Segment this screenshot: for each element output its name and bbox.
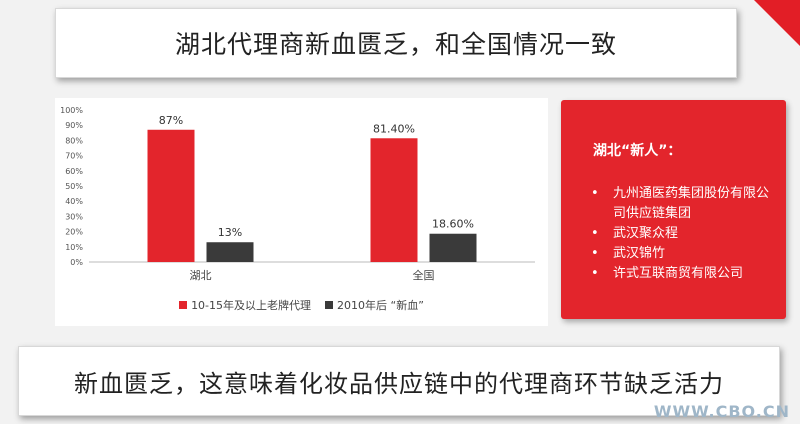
list-item: • 武汉锦竹 — [591, 244, 781, 264]
bullet-icon: • — [591, 226, 599, 241]
title-box: 湖北代理商新血匮乏，和全国情况一致 — [55, 8, 737, 78]
bar-chart: 0% 10% 20% 30% 40% 50% 60% 70% 80% 90% 100% 87% 13% 湖… — [55, 98, 548, 326]
y-tick-label: 90% — [65, 121, 83, 130]
list-item-text: 九州通医药集团股份有限公司供应链集团 — [613, 186, 770, 221]
y-tick-label: 20% — [65, 228, 83, 237]
y-tick-label: 0% — [70, 258, 83, 267]
bar-old-agents — [370, 138, 418, 262]
legend-label-old-agents: 10-15年及以上老牌代理 — [191, 299, 312, 312]
chart-svg: 0% 10% 20% 30% 40% 50% 60% 70% 80% 90% 100% 87% 13% 湖… — [60, 106, 535, 282]
conclusion-text: 新血匮乏，这意味着化妆品供应链中的代理商环节缺乏活力 — [74, 369, 724, 398]
y-tick-label: 30% — [65, 212, 83, 221]
list-item-text: 武汉聚众程 — [613, 226, 679, 241]
y-tick-label: 60% — [65, 167, 83, 176]
legend-label-new-blood: 2010年后 “新血” — [337, 299, 424, 312]
corner-decoration — [754, 0, 800, 46]
new-agents-list: • 九州通医药集团股份有限公司供应链集团 • 武汉聚众程 • 武汉锦竹 • 许式… — [591, 184, 781, 284]
bullet-icon: • — [591, 246, 599, 261]
card-heading: 湖北“新人”： — [593, 143, 682, 159]
y-tick-label: 100% — [60, 106, 83, 115]
list-item: • 九州通医药集团股份有限公司供应链集团 — [591, 184, 781, 224]
data-label: 18.60% — [432, 218, 474, 231]
bullet-icon: • — [591, 186, 599, 201]
list-item-text: 武汉锦竹 — [613, 246, 666, 261]
conclusion-box: 新血匮乏，这意味着化妆品供应链中的代理商环节缺乏活力 — [18, 346, 780, 416]
y-tick-label: 70% — [65, 152, 83, 161]
list-item-text: 许式互联商贸有限公司 — [613, 266, 744, 281]
x-tick-label: 湖北 — [190, 269, 212, 282]
y-tick-label: 50% — [65, 182, 83, 191]
site-watermark: WWW.CBO.CN — [653, 402, 790, 421]
list-item: • 许式互联商贸有限公司 — [591, 264, 781, 284]
slide-title: 湖北代理商新血匮乏，和全国情况一致 — [174, 30, 617, 59]
bullet-icon: • — [591, 266, 599, 281]
bar-new-blood — [206, 242, 254, 262]
legend-swatch-old-agents — [179, 301, 188, 309]
bar-old-agents — [147, 129, 195, 262]
bar-new-blood — [429, 233, 477, 262]
y-tick-label: 80% — [65, 136, 83, 145]
chart-legend: 10-15年及以上老牌代理 2010年后 “新血” — [55, 297, 548, 313]
legend-item-new-blood: 2010年后 “新血” — [325, 297, 424, 313]
data-label: 13% — [218, 226, 242, 239]
x-tick-label: 全国 — [413, 268, 435, 282]
list-item: • 武汉聚众程 — [591, 224, 781, 244]
data-label: 87% — [159, 114, 183, 127]
legend-swatch-new-blood — [325, 301, 334, 309]
data-label: 81.40% — [373, 122, 415, 135]
y-tick-label: 10% — [65, 243, 83, 252]
y-tick-label: 40% — [65, 197, 83, 206]
legend-item-old-agents: 10-15年及以上老牌代理 — [179, 297, 311, 313]
new-agents-card: 湖北“新人”： • 九州通医药集团股份有限公司供应链集团 • 武汉聚众程 • 武… — [561, 100, 786, 319]
